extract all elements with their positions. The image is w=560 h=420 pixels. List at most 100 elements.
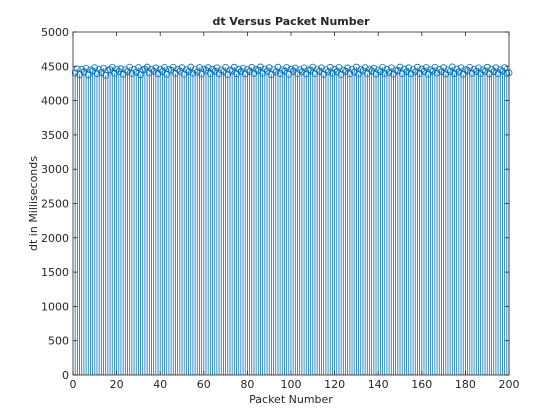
- data-point-marker: [294, 70, 301, 77]
- data-point-marker: [185, 68, 192, 76]
- data-point-marker: [82, 64, 90, 72]
- data-point-marker: [161, 63, 168, 71]
- data-point-marker: [409, 66, 417, 73]
- x-tick-label: 100: [281, 378, 302, 391]
- data-point-marker: [169, 63, 177, 71]
- data-point-marker: [148, 65, 155, 73]
- data-point-marker: [71, 69, 79, 77]
- data-point-marker: [193, 68, 201, 76]
- data-point-marker: [265, 64, 273, 72]
- data-point-marker: [93, 70, 101, 78]
- data-point-marker: [429, 67, 437, 75]
- data-point-marker: [213, 64, 221, 72]
- data-point-marker: [189, 69, 197, 77]
- y-tick-label: 500: [48, 335, 69, 348]
- data-point-marker: [134, 64, 142, 71]
- data-point-marker: [387, 64, 395, 72]
- data-point-marker: [313, 65, 321, 73]
- data-point-marker: [472, 68, 480, 75]
- data-point-marker: [259, 69, 267, 77]
- data-point-marker: [143, 63, 151, 71]
- data-point-marker: [124, 68, 131, 76]
- y-tick-label: 4000: [41, 95, 69, 108]
- data-point-marker: [433, 69, 441, 77]
- data-point-marker: [448, 63, 456, 71]
- data-point-marker: [287, 65, 295, 73]
- data-point-marker: [459, 70, 467, 78]
- data-point-marker: [309, 63, 317, 71]
- data-point-marker: [111, 69, 118, 77]
- data-point-marker: [209, 65, 216, 73]
- data-point-marker: [329, 69, 336, 77]
- data-point-marker: [370, 64, 378, 72]
- data-point-marker: [196, 64, 203, 71]
- data-point-marker: [366, 65, 373, 73]
- data-point-marker: [361, 64, 369, 72]
- y-axis-label: dt in Milliseconds: [27, 156, 40, 251]
- data-point-marker: [488, 65, 495, 73]
- data-point-marker: [100, 64, 107, 72]
- stem-series: [74, 66, 510, 375]
- data-point-marker: [300, 64, 308, 72]
- data-point-marker: [106, 66, 114, 74]
- x-axis-ticks: 0 20 40 60 80 100 120 140 160 180 200: [70, 32, 520, 391]
- data-point-marker: [237, 68, 245, 75]
- data-point-marker: [113, 65, 120, 73]
- x-tick-label: 20: [110, 378, 124, 391]
- data-point-marker: [206, 70, 214, 77]
- y-tick-label: 2500: [41, 198, 69, 211]
- data-point-marker: [496, 66, 504, 73]
- data-point-marker: [470, 65, 478, 73]
- data-point-marker: [248, 63, 256, 71]
- data-point-marker: [250, 70, 258, 77]
- data-point-marker: [344, 64, 352, 72]
- data-point-marker: [204, 64, 212, 72]
- data-point-marker: [407, 70, 415, 78]
- data-point-marker: [243, 66, 251, 73]
- data-point-marker: [390, 70, 397, 78]
- data-point-marker: [440, 64, 448, 72]
- data-point-marker: [403, 68, 410, 76]
- x-tick-label: 80: [240, 378, 254, 391]
- data-point-marker: [477, 70, 485, 78]
- data-point-marker: [376, 68, 384, 75]
- y-tick-label: 1500: [41, 266, 69, 279]
- data-point-marker: [191, 66, 199, 73]
- data-point-marker: [468, 69, 476, 77]
- data-point-marker: [483, 63, 491, 71]
- data-point-marker: [176, 67, 184, 75]
- x-tick-label: 180: [455, 378, 476, 391]
- data-point-marker: [485, 70, 493, 78]
- data-point-marker: [475, 64, 482, 72]
- x-tick-label: 120: [324, 378, 345, 391]
- marker-series: [71, 63, 513, 79]
- data-point-marker: [128, 69, 136, 77]
- data-point-marker: [141, 65, 149, 73]
- data-point-marker: [233, 70, 240, 78]
- x-axis-label: Packet Number: [249, 393, 333, 406]
- data-point-marker: [346, 70, 354, 78]
- data-point-marker: [331, 65, 339, 73]
- x-tick-label: 60: [197, 378, 211, 391]
- data-point-marker: [283, 64, 291, 71]
- data-point-marker: [381, 69, 389, 77]
- data-point-marker: [172, 69, 179, 77]
- data-point-marker: [261, 65, 269, 73]
- data-point-marker: [108, 63, 116, 71]
- y-tick-label: 5000: [41, 26, 69, 39]
- data-point-marker: [431, 63, 439, 71]
- data-point-marker: [241, 70, 249, 78]
- data-point-marker: [418, 65, 426, 73]
- data-point-marker: [446, 68, 454, 75]
- data-point-marker: [492, 64, 500, 72]
- data-point-marker: [202, 66, 210, 74]
- data-point-marker: [239, 64, 247, 72]
- y-tick-label: 3500: [41, 129, 69, 142]
- data-point-marker: [422, 64, 430, 71]
- data-point-marker: [145, 69, 153, 77]
- chart-title: dt Versus Packet Number: [212, 15, 370, 28]
- data-point-marker: [318, 64, 325, 72]
- data-point-marker: [396, 63, 404, 71]
- data-point-marker: [257, 63, 264, 71]
- data-point-marker: [246, 68, 253, 75]
